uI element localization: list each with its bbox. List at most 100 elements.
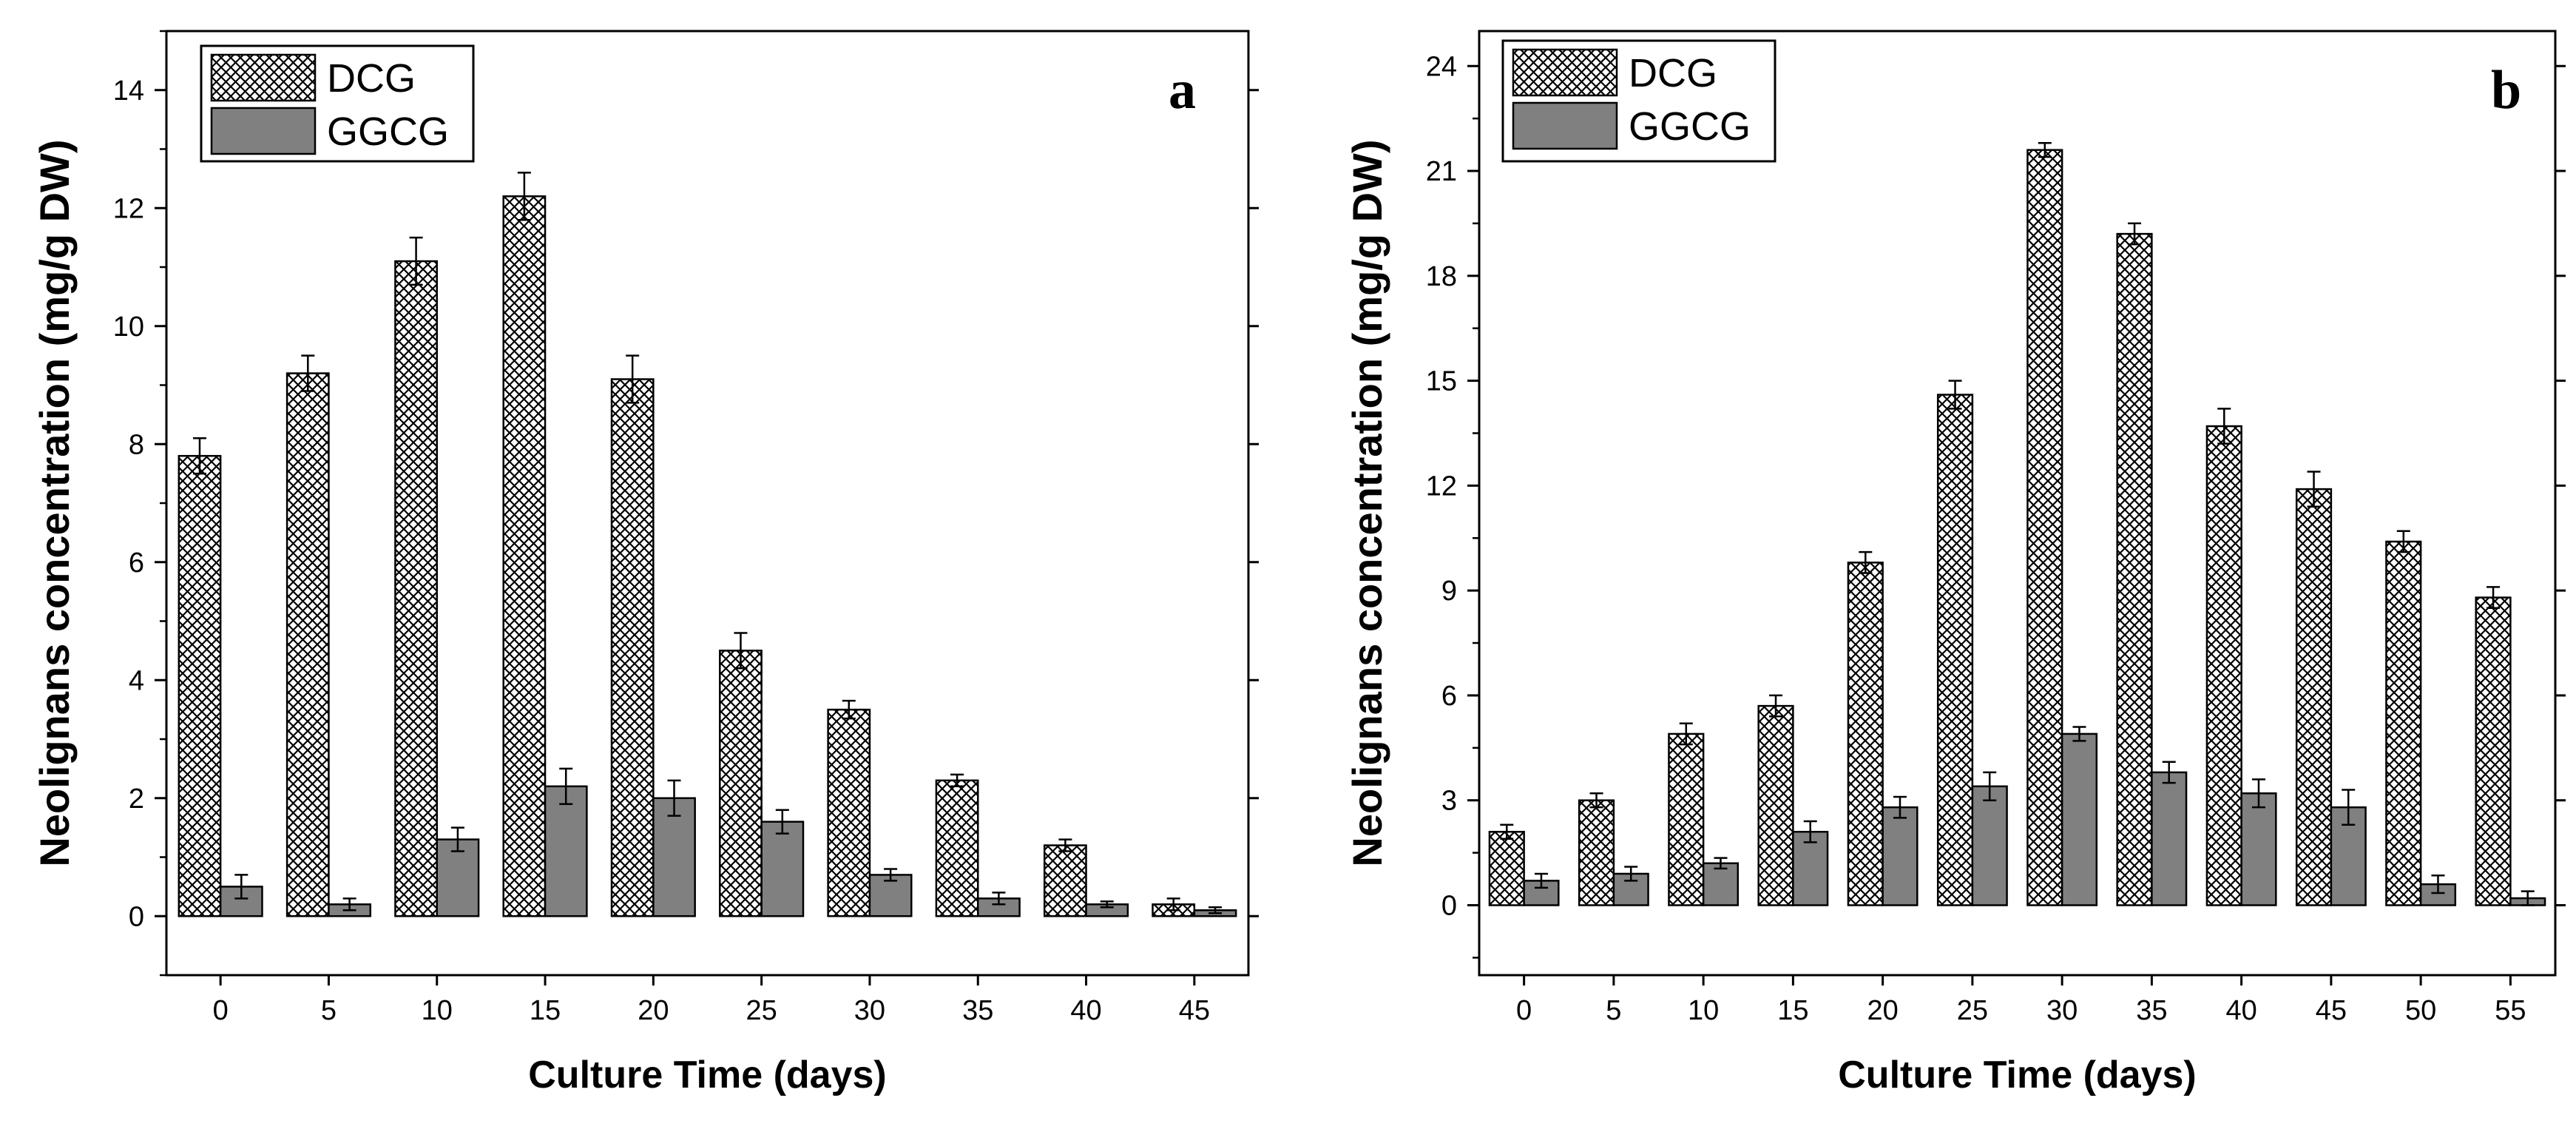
bar-dcg-35 xyxy=(2116,232,2153,906)
x-axis-label: Culture Time (days) xyxy=(1838,1054,2196,1096)
error-bar-dcg-20 xyxy=(1859,550,1873,574)
x-tick-label: 40 xyxy=(2225,995,2256,1026)
error-bar-ggcg-5 xyxy=(342,897,356,912)
legend-label-dcg: DCG xyxy=(1629,51,1717,95)
y-tick-label: 10 xyxy=(113,311,144,343)
x-tick-label: 30 xyxy=(854,995,885,1026)
bar-ggcg-25 xyxy=(760,821,805,917)
error-bar-dcg-30 xyxy=(2038,141,2052,158)
error-bar-dcg-25 xyxy=(734,632,748,670)
bar-dcg-5 xyxy=(285,372,330,917)
y-ticks-group: 0 3 6 9 12 15 18 21 24 xyxy=(1426,51,2566,959)
legend-swatch-dcg xyxy=(210,53,317,102)
error-bar-ggcg-50 xyxy=(2431,875,2445,895)
x-tick-label: 0 xyxy=(213,995,229,1026)
error-bar-ggcg-0 xyxy=(234,874,249,900)
error-bar-ggcg-35 xyxy=(992,892,1006,906)
chart-panel-b: 0 3 6 9 12 15 18 21 24 0 5 10 15 20 25 30 35 40 45 50 55 Ne… xyxy=(1344,30,2566,1096)
error-bar-ggcg-25 xyxy=(1983,771,1997,801)
y-tick-label: 3 xyxy=(1441,786,1457,817)
error-bars-group xyxy=(192,172,1223,914)
error-bar-dcg-55 xyxy=(2487,586,2501,610)
error-bar-ggcg-15 xyxy=(1803,820,1817,843)
x-tick-label: 25 xyxy=(746,995,777,1026)
error-bar-ggcg-5 xyxy=(1624,866,1638,882)
x-ticks-group: 0 5 10 15 20 25 30 35 40 45 50 55 xyxy=(1516,975,2526,1026)
x-tick-label: 55 xyxy=(2495,995,2526,1026)
y-ticks-group: 0 2 4 6 8 10 12 14 xyxy=(113,30,1259,977)
error-bar-dcg-10 xyxy=(1679,722,1693,746)
x-tick-label: 5 xyxy=(321,995,337,1026)
error-bar-ggcg-55 xyxy=(2521,890,2535,906)
error-bar-dcg-35 xyxy=(950,773,964,788)
bar-dcg-55 xyxy=(2475,596,2512,906)
legend-label-ggcg: GGCG xyxy=(327,110,449,154)
error-bar-dcg-45 xyxy=(2307,471,2321,508)
y-tick-label: 4 xyxy=(129,665,144,696)
error-bar-dcg-10 xyxy=(409,236,423,286)
error-bars-group xyxy=(1500,141,2535,906)
legend-swatch-ggcg xyxy=(1512,101,1618,150)
bar-dcg-0 xyxy=(178,454,222,917)
bar-ggcg-25 xyxy=(1971,785,2008,906)
error-bar-ggcg-40 xyxy=(1100,900,1114,909)
error-bar-ggcg-20 xyxy=(667,779,681,817)
legend-label-dcg: DCG xyxy=(327,56,416,101)
error-bar-dcg-40 xyxy=(1058,838,1072,852)
bar-ggcg-30 xyxy=(868,874,913,917)
bar-ggcg-35 xyxy=(2151,771,2188,906)
bar-dcg-30 xyxy=(827,708,871,917)
bars-group xyxy=(1488,149,2546,906)
error-bar-dcg-0 xyxy=(192,437,206,475)
error-bar-ggcg-35 xyxy=(2162,761,2176,784)
bar-dcg-30 xyxy=(2026,149,2063,906)
error-bar-ggcg-30 xyxy=(884,868,898,882)
x-tick-label: 20 xyxy=(638,995,669,1026)
error-bar-dcg-30 xyxy=(842,699,856,720)
error-bar-ggcg-30 xyxy=(2072,726,2086,742)
error-bar-dcg-15 xyxy=(517,172,531,221)
error-bar-ggcg-10 xyxy=(1714,857,1728,870)
bar-dcg-40 xyxy=(1043,844,1087,917)
error-bar-dcg-50 xyxy=(2396,530,2410,553)
x-axis-label: Culture Time (days) xyxy=(528,1054,886,1096)
y-tick-label: 12 xyxy=(1426,471,1457,502)
y-tick-label: 8 xyxy=(129,429,144,460)
x-tick-label: 5 xyxy=(1606,995,1621,1026)
bar-dcg-25 xyxy=(719,650,763,917)
y-tick-label: 18 xyxy=(1426,261,1457,292)
error-bar-dcg-5 xyxy=(1589,792,1603,809)
bar-dcg-10 xyxy=(1668,732,1705,906)
error-bar-ggcg-10 xyxy=(450,826,464,852)
error-bar-dcg-45 xyxy=(1166,897,1180,912)
error-bar-ggcg-0 xyxy=(1534,872,1548,889)
x-tick-label: 0 xyxy=(1516,995,1532,1026)
bar-dcg-20 xyxy=(610,378,655,917)
error-bar-dcg-15 xyxy=(1769,694,1783,718)
legend-label-ggcg: GGCG xyxy=(1629,104,1751,149)
error-bar-ggcg-40 xyxy=(2251,778,2265,809)
bar-dcg-15 xyxy=(502,195,547,917)
x-tick-label: 45 xyxy=(1179,995,1210,1026)
x-tick-label: 35 xyxy=(962,995,993,1026)
error-bar-dcg-5 xyxy=(301,354,315,392)
legend-swatch-dcg xyxy=(1512,48,1618,97)
bar-dcg-5 xyxy=(1578,799,1615,906)
x-tick-label: 40 xyxy=(1070,995,1101,1026)
x-tick-label: 45 xyxy=(2316,995,2347,1026)
bar-ggcg-15 xyxy=(544,785,588,917)
y-tick-label: 15 xyxy=(1426,366,1457,397)
bar-dcg-40 xyxy=(2205,425,2242,906)
y-axis-label: Neolignans concentration (mg/g DW) xyxy=(31,139,78,866)
plot-frame xyxy=(1478,30,2557,977)
y-tick-label: 21 xyxy=(1426,156,1457,187)
error-bar-ggcg-15 xyxy=(559,767,573,805)
bar-dcg-10 xyxy=(394,260,438,917)
x-tick-label: 15 xyxy=(1777,995,1808,1026)
bars-group xyxy=(178,195,1237,917)
x-tick-label: 25 xyxy=(1957,995,1988,1026)
bar-ggcg-30 xyxy=(2061,732,2098,906)
bar-dcg-45 xyxy=(2295,488,2333,906)
legend-swatch-ggcg xyxy=(210,107,317,155)
